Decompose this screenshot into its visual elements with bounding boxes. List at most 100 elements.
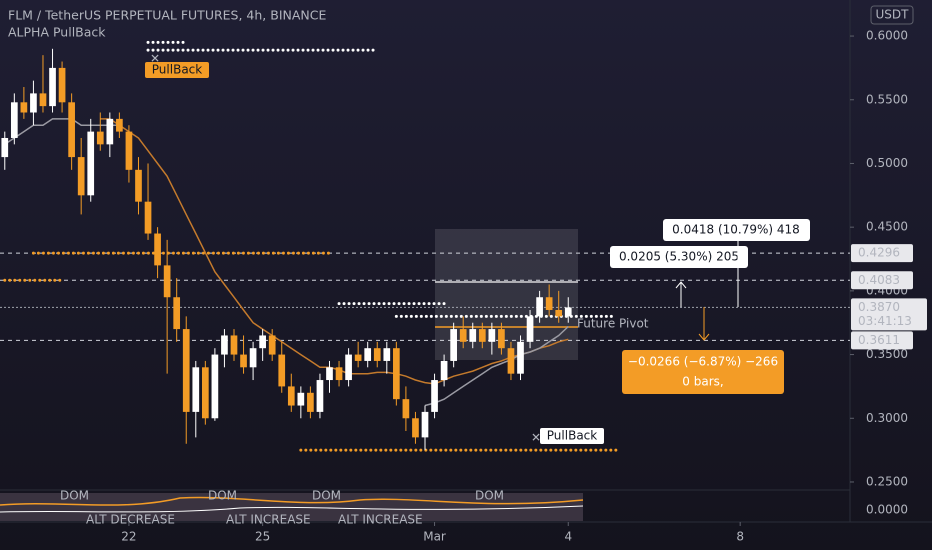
measure-label-box [610, 246, 748, 268]
candle-body [469, 329, 477, 342]
candle-body [221, 335, 228, 355]
candle-body [240, 354, 247, 368]
candle-body [230, 335, 238, 355]
moving-average [100, 118, 569, 385]
candle-body [163, 265, 171, 298]
candle-body [125, 131, 133, 170]
candle-body [316, 380, 324, 412]
y-tick-label: 0.2500 [866, 474, 908, 488]
y-tick-label: 0.4500 [866, 220, 908, 234]
candle-body [268, 335, 276, 355]
candle-body [249, 348, 257, 368]
current-price-box [851, 298, 927, 331]
measure-label: 0.0205 (5.30%) 205 [619, 250, 739, 264]
candle-body [488, 329, 496, 342]
candle-body [564, 307, 572, 317]
arrow-head [675, 281, 687, 289]
indicator-label: ALT INCREASE [338, 513, 423, 527]
pullback-label-box [145, 62, 209, 78]
moving-average [424, 325, 569, 407]
candle-body [345, 354, 352, 381]
measure-label: 0 bars, [682, 375, 723, 389]
y-tick-label: 0.3500 [866, 347, 908, 361]
candle-body [77, 157, 85, 196]
x-tick-label: Mar [423, 530, 446, 544]
candle-body [431, 380, 438, 412]
countdown-label: 03:41:13 [858, 314, 912, 328]
candle-body [507, 348, 515, 374]
candle-body [259, 335, 266, 349]
x-tick-label: 4 [564, 530, 572, 544]
candle-body [536, 297, 543, 317]
candle-body [459, 329, 467, 342]
candle-body [278, 354, 286, 387]
y-tick-label: 0.5000 [866, 156, 908, 170]
candle-body [450, 329, 457, 361]
candle-body [373, 348, 381, 361]
cross-marker: ✕ [531, 431, 541, 445]
candle-body [393, 348, 400, 400]
candle-body [307, 392, 314, 412]
x-tick-label: 22 [121, 530, 136, 544]
measure-label: −0.0266 (−6.87%) −266 [628, 355, 778, 369]
arrow-head [698, 333, 710, 341]
y-tick-label: 0.6000 [866, 29, 908, 43]
price-label: 0.4083 [858, 273, 900, 287]
indicator-line [0, 505, 584, 513]
price-label: 0.4296 [858, 246, 900, 260]
candle-body [526, 316, 534, 342]
candle-body [192, 367, 200, 412]
candle-body [87, 131, 95, 196]
cross-marker: ✕ [150, 52, 160, 66]
candle-body [106, 118, 114, 145]
price-label: 0.3611 [858, 333, 900, 347]
candle-body [30, 93, 37, 113]
candle-body [421, 411, 429, 438]
candle-body [478, 329, 486, 342]
indicator-label: ALT INCREASE [226, 513, 311, 527]
candle-body [297, 392, 305, 406]
indicator-label: DOM [475, 489, 504, 503]
candle-body [96, 131, 104, 145]
candle-body [287, 386, 295, 406]
candle-body [364, 348, 372, 361]
y-tick-label: 0.5500 [866, 92, 908, 106]
candle-body [182, 329, 190, 412]
candle-body [545, 297, 553, 310]
pullback-label: PullBack [152, 63, 202, 77]
candle-body [201, 367, 209, 419]
candle-body [335, 367, 343, 381]
candle-body [20, 102, 28, 113]
candle-body [39, 93, 47, 107]
candle-body [68, 102, 75, 158]
x-tick-label: 8 [736, 530, 744, 544]
x-tick-label: 25 [255, 530, 270, 544]
candle-body [1, 137, 9, 158]
currency-box[interactable] [870, 5, 914, 25]
candle-body [58, 67, 66, 103]
candle-body [402, 399, 410, 419]
price-label-box [851, 244, 913, 263]
indicator-label: DOM [60, 489, 89, 503]
candle-body [555, 309, 563, 317]
indicator-label: ALT DECREASE [86, 513, 175, 527]
candle-body [10, 102, 18, 138]
indicator-label: DOM [208, 489, 237, 503]
price-label-box [851, 331, 913, 350]
indicator-label: DOM [312, 489, 341, 503]
candle-body [440, 360, 448, 381]
indicator-tick-label: 0.0000 [866, 503, 908, 517]
candle-body [354, 354, 362, 361]
future-pivot-label: Future Pivot [577, 317, 649, 331]
currency[interactable]: USDT [876, 8, 910, 22]
indicator-name: ALPHA PullBack [8, 25, 106, 40]
candle-body [517, 341, 524, 374]
candle-body [144, 201, 152, 234]
y-tick-label: 0.3000 [866, 411, 908, 425]
chart-title: FLM / TetherUS PERPETUAL FUTURES, 4h, BI… [8, 8, 326, 23]
pullback-label: PullBack [547, 429, 597, 443]
price-label-box [851, 271, 913, 290]
